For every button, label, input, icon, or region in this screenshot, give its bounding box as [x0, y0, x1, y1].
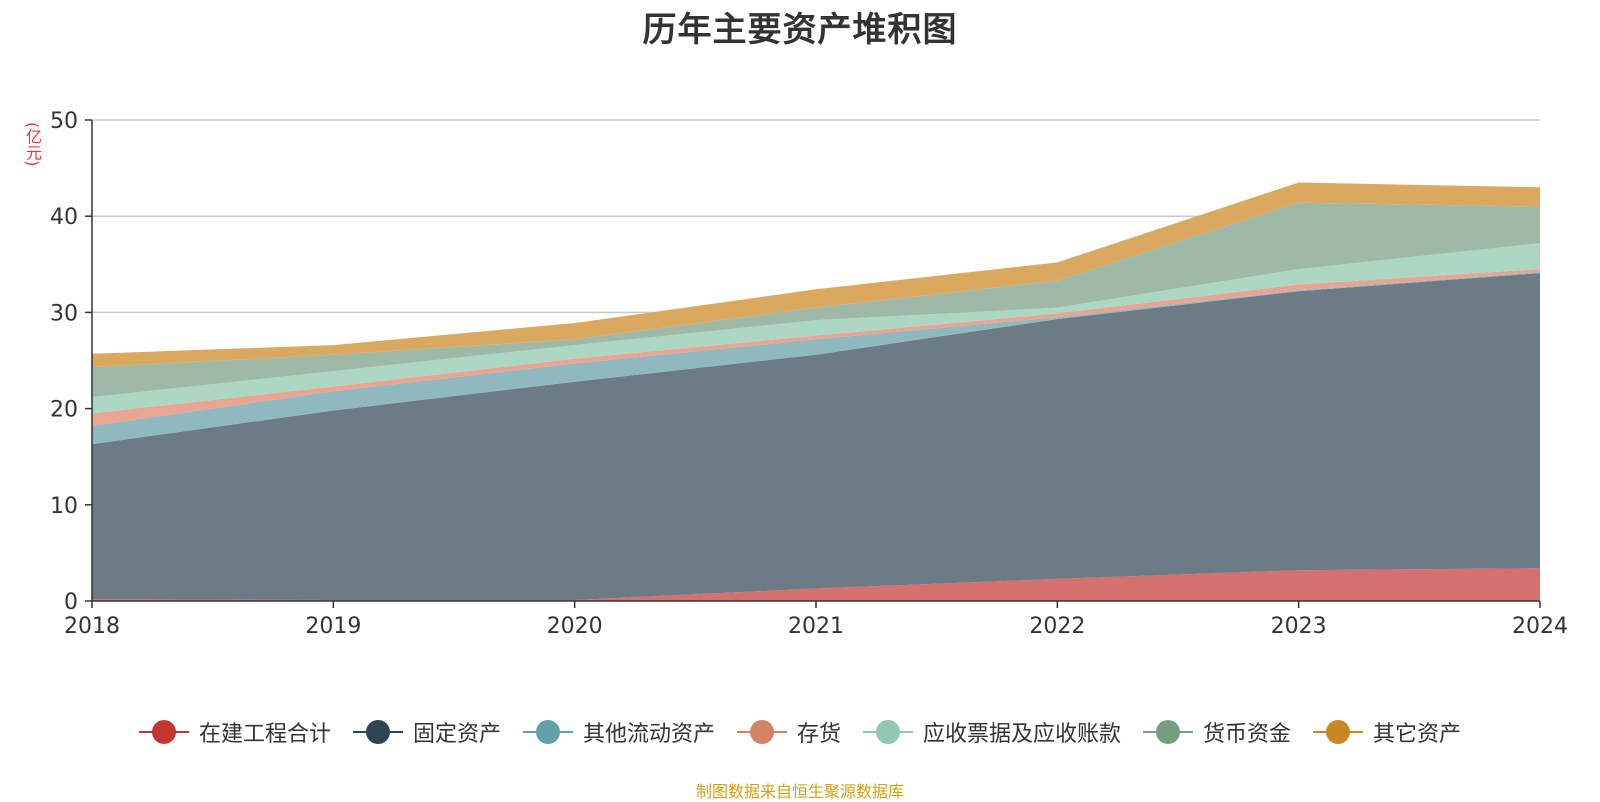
- legend-marker-icon: [352, 719, 403, 745]
- x-tick-label: 2020: [547, 614, 603, 639]
- legend-item-0[interactable]: 在建工程合计: [138, 716, 331, 748]
- legend-item-4[interactable]: 应收票据及应收账款: [863, 716, 1121, 748]
- legend-label: 其他流动资产: [582, 722, 715, 747]
- chart-title: 历年主要资产堆积图: [642, 10, 958, 50]
- legend-item-5[interactable]: 货币资金: [1143, 716, 1291, 748]
- x-tick-label: 2022: [1029, 614, 1085, 639]
- area-series-6[interactable]: [92, 182, 1540, 368]
- y-tick-label: 40: [50, 205, 78, 230]
- x-tick-label: 2018: [64, 614, 120, 639]
- legend-label: 固定资产: [412, 722, 501, 747]
- legend-marker-icon: [1313, 719, 1364, 745]
- legend-item-1[interactable]: 固定资产: [352, 716, 501, 748]
- y-axis-unit-label: (亿元): [23, 122, 42, 167]
- legend-marker-icon: [863, 719, 913, 745]
- legend-marker-icon: [736, 719, 787, 745]
- legend-label: 应收票据及应收账款: [923, 722, 1122, 747]
- legend-label: 存货: [796, 722, 841, 747]
- legend-label: 其它资产: [1373, 722, 1462, 747]
- legend-marker-icon: [1143, 719, 1194, 745]
- y-tick-label: 20: [50, 398, 78, 423]
- legend-item-3[interactable]: 存货: [736, 716, 841, 748]
- y-tick-label: 30: [50, 301, 78, 326]
- data-source-note: 制图数据来自恒生聚源数据库: [695, 782, 904, 801]
- x-tick-label: 2023: [1271, 614, 1327, 639]
- legend-item-2[interactable]: 其他流动资产: [522, 716, 715, 748]
- area-series-5[interactable]: [92, 202, 1540, 398]
- legend-item-6[interactable]: 其它资产: [1313, 716, 1461, 748]
- area-series-4[interactable]: [92, 243, 1540, 414]
- x-tick-label: 2024: [1512, 614, 1568, 639]
- x-tick-label: 2019: [305, 614, 361, 639]
- x-tick-label: 2021: [788, 614, 844, 639]
- legend-marker-icon: [138, 719, 189, 745]
- area-series-1[interactable]: [92, 273, 1540, 600]
- legend: 在建工程合计 固定资产 其他流动资产 存货 应收票据及应收账款 货币资金 其它资产: [0, 716, 1600, 748]
- y-tick-label: 10: [50, 494, 78, 519]
- area-series-0[interactable]: [92, 568, 1540, 601]
- legend-label: 在建工程合计: [198, 722, 331, 747]
- legend-label: 货币资金: [1203, 722, 1292, 747]
- y-tick-label: 50: [50, 109, 78, 134]
- legend-marker-icon: [522, 719, 573, 745]
- y-tick-label: 0: [64, 590, 78, 615]
